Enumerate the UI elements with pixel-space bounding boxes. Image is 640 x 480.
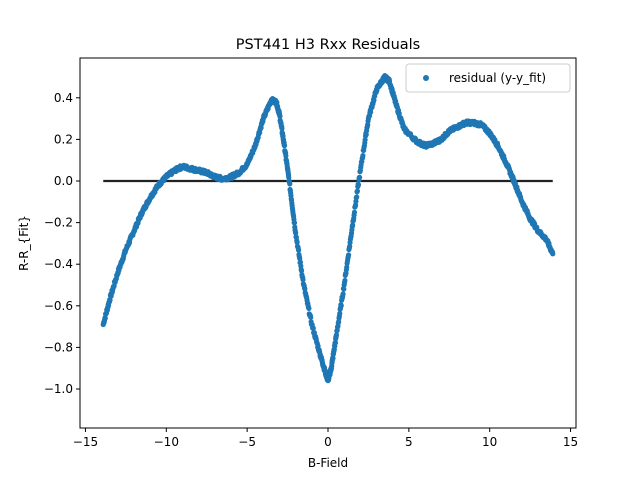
data-point bbox=[292, 229, 298, 235]
x-tick-label: 5 bbox=[405, 435, 413, 449]
y-axis: −1.0 −0.8 −0.6 −0.4 −0.2 0.0 0.2 0.4 bbox=[44, 91, 80, 396]
y-tick-label: −1.0 bbox=[44, 382, 73, 396]
y-tick-label: −0.4 bbox=[44, 257, 73, 271]
plot-area bbox=[80, 58, 576, 428]
data-point bbox=[330, 355, 336, 361]
data-point bbox=[365, 118, 371, 124]
data-point bbox=[302, 286, 308, 292]
data-point bbox=[344, 264, 350, 270]
x-tick-label: 15 bbox=[563, 435, 578, 449]
data-point bbox=[260, 118, 266, 124]
x-tick-label: −10 bbox=[154, 435, 179, 449]
data-point bbox=[345, 252, 352, 258]
data-point bbox=[287, 181, 293, 187]
y-tick-label: 0.4 bbox=[54, 91, 73, 105]
data-point bbox=[355, 182, 362, 188]
data-point bbox=[281, 142, 288, 149]
data-point bbox=[340, 291, 346, 297]
data-point bbox=[354, 188, 360, 194]
data-point bbox=[354, 194, 360, 200]
data-point bbox=[347, 243, 353, 249]
data-point bbox=[300, 277, 306, 283]
chart-title: PST441 H3 Rxx Residuals bbox=[236, 37, 420, 53]
data-points bbox=[100, 72, 556, 384]
data-point bbox=[298, 268, 305, 274]
data-point bbox=[350, 222, 356, 228]
x-tick-label: 10 bbox=[482, 435, 497, 449]
y-tick-label: −0.8 bbox=[44, 340, 73, 354]
data-point bbox=[306, 305, 312, 311]
data-point bbox=[277, 113, 283, 120]
data-point bbox=[308, 314, 314, 320]
data-point bbox=[294, 239, 300, 246]
data-point bbox=[360, 152, 366, 159]
y-axis-label: R-R_{Fit} bbox=[17, 215, 31, 271]
data-point bbox=[342, 277, 348, 284]
data-point bbox=[338, 303, 344, 309]
legend: residual (y-y_fit) bbox=[405, 63, 571, 93]
data-point bbox=[357, 169, 363, 175]
data-point bbox=[549, 249, 556, 255]
data-point bbox=[333, 332, 340, 338]
data-point bbox=[279, 125, 285, 132]
x-tick-label: 0 bbox=[324, 435, 332, 449]
data-point bbox=[107, 297, 113, 303]
data-point bbox=[297, 259, 304, 265]
data-point bbox=[258, 125, 264, 131]
data-point bbox=[341, 286, 347, 292]
y-tick-label: −0.6 bbox=[44, 299, 73, 313]
data-point bbox=[310, 325, 316, 331]
data-point bbox=[283, 153, 289, 159]
data-point bbox=[362, 137, 368, 143]
data-point bbox=[357, 174, 363, 180]
legend-marker bbox=[423, 75, 429, 81]
legend-label: residual (y-y_fit) bbox=[449, 71, 546, 85]
y-tick-label: 0.2 bbox=[54, 132, 73, 146]
data-point bbox=[386, 76, 392, 83]
legend-box bbox=[405, 63, 571, 93]
data-point bbox=[296, 247, 302, 253]
x-axis: −15 −10 −5 0 5 10 15 bbox=[73, 428, 578, 449]
data-point bbox=[274, 99, 280, 105]
data-point bbox=[291, 220, 298, 226]
x-axis-label: B-Field bbox=[308, 456, 348, 470]
x-tick-label: −5 bbox=[238, 435, 256, 449]
data-point bbox=[349, 227, 355, 233]
y-tick-label: 0.0 bbox=[54, 174, 73, 188]
x-tick-label: −15 bbox=[73, 435, 98, 449]
data-point bbox=[351, 209, 358, 215]
data-point bbox=[102, 315, 108, 321]
data-point bbox=[286, 174, 292, 181]
y-tick-label: −0.2 bbox=[44, 216, 73, 230]
data-point bbox=[337, 310, 343, 317]
data-point bbox=[332, 340, 339, 346]
data-point bbox=[363, 132, 369, 138]
